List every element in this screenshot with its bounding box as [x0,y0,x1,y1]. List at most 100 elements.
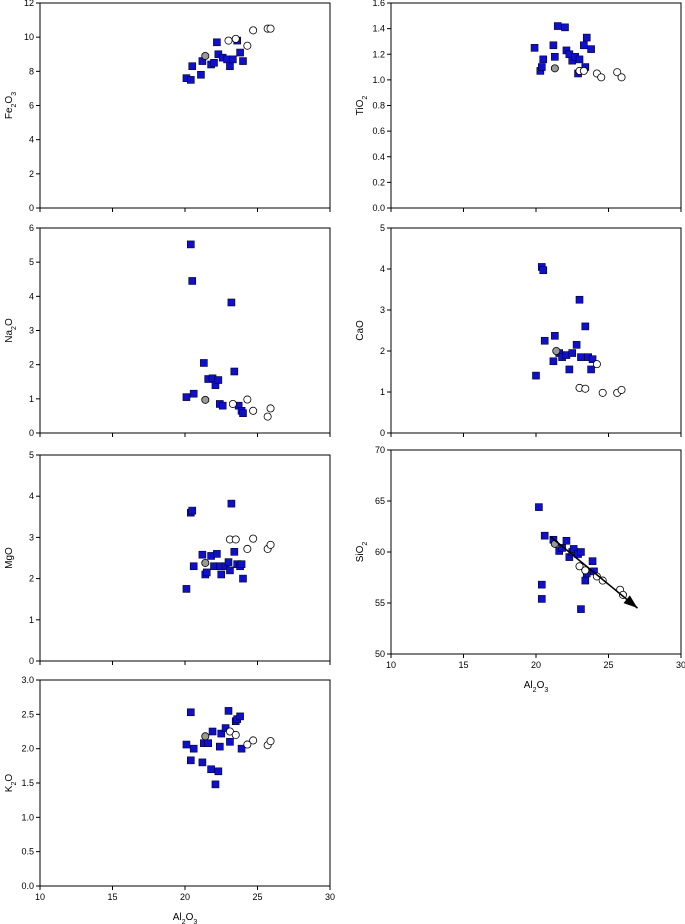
y-tick-label: 0 [29,203,34,213]
y-tick-label: 1 [380,387,385,397]
plot-frame [39,679,331,887]
data-point-square [237,744,246,753]
y-tick-label: 3 [29,326,34,336]
y-tick-label: 0.0 [372,203,385,213]
data-point-square [537,63,546,71]
data-point-square [187,708,195,717]
x-axis-label: Al2O3 [173,912,198,924]
data-point-square [575,55,584,64]
data-point-circle [228,399,237,408]
y-tick-label: 0 [380,428,385,438]
data-point-square [562,536,571,545]
data-point-square [216,742,224,751]
y-axis-label: Na2O [4,318,18,343]
y-axis-label: Fe2O3 [4,92,18,119]
data-point-circle [249,534,258,543]
data-point-square [189,389,198,398]
scatter-panel-sio2: 50 55 60 65 70 10 15 20 25 30 SiO2 Al2O3 [355,445,685,694]
y-tick-label: 2 [29,360,34,370]
y-tick-label: 6 [29,101,34,111]
data-point-square [224,558,233,566]
x-tick-label: 10 [35,892,45,902]
data-point-square [224,707,233,715]
plot-frame [39,454,331,662]
data-point-square [236,712,244,721]
data-point-square [237,560,246,568]
data-point-square [587,365,595,374]
y-tick-label: 1 [29,615,34,625]
data-point-square [226,737,234,746]
data-point-square [535,503,543,511]
y-axis-label: SiO2 [355,542,369,563]
scatter-panel-tio2: 0.0 0.2 0.4 0.6 0.8 1.0 1.2 1.4 1.6 TiO2 [355,0,682,213]
plot-frame [390,227,682,434]
data-point-square [532,371,540,380]
data-point-square [217,729,226,738]
data-point-square [182,585,191,593]
y-tick-label: 12 [24,0,34,8]
y-tick-label: 4 [29,291,34,301]
data-point-square [208,727,217,736]
data-point-square [540,336,549,345]
y-tick-label: 1.0 [372,75,385,85]
x-tick-label: 30 [676,660,685,670]
data-point-square [549,41,558,50]
data-point-square [214,376,223,384]
data-point-circle [581,566,590,575]
y-tick-label: 3.0 [21,675,34,685]
data-point-circle [581,384,590,393]
data-point-square [187,756,195,765]
plot-frame [390,2,682,209]
y-tick-label: 0.4 [372,152,385,162]
data-point-circle [579,66,588,75]
y-tick-label: 1.0 [21,812,34,822]
data-point-circle [263,412,272,421]
y-tick-label: 5 [380,223,385,233]
x-tick-label: 30 [325,892,335,902]
data-point-square [588,557,597,565]
data-point-square [198,758,207,767]
data-point-square [213,550,221,558]
y-tick-label: 1.5 [21,778,34,788]
y-axis-label: MgO [4,547,15,569]
y-tick-label: 60 [375,547,385,557]
data-point-square [226,566,234,575]
data-point-circle [243,41,252,50]
data-point-square [568,349,577,357]
y-tick-label: 4 [29,135,34,145]
data-point-circle [617,73,626,82]
x-tick-label: 15 [107,892,117,902]
data-point-square [587,45,595,53]
data-point-square [577,548,585,556]
data-point-circle [231,34,240,43]
scatter-panel-k2o: 0.0 0.5 1.0 1.5 2.0 2.5 3.0 10 15 20 25 30 K2O Al2O3 [4,675,335,924]
data-point-circle [575,562,584,571]
data-point-circle [266,404,275,413]
data-point-circle [592,572,601,581]
data-point-circle [266,24,275,33]
data-point-circle [266,737,275,746]
scatter-panel-cao: 0 1 2 3 4 5 CaO [355,223,682,438]
data-point-circle [619,590,628,599]
y-tick-label: 2.5 [21,709,34,719]
y-axis-label: CaO [355,320,366,341]
data-point-circle [231,535,240,544]
y-tick-label: 0.5 [21,847,34,857]
data-point-circle [225,727,234,736]
x-tick-label: 15 [458,660,468,670]
data-point-circle [617,385,626,394]
data-point-square [549,357,558,366]
y-tick-label: 2.0 [21,744,34,754]
data-point-square [188,506,197,515]
data-point-square [207,765,215,774]
x-tick-label: 25 [252,892,262,902]
y-axis-label: K2O [4,774,18,793]
y-tick-label: 70 [375,445,385,455]
data-point-square [582,33,591,42]
data-point-square [213,38,221,47]
data-point-circle [249,406,258,415]
y-tick-label: 6 [29,223,34,233]
y-tick-label: 5 [29,450,34,460]
data-point-circle [201,558,210,567]
